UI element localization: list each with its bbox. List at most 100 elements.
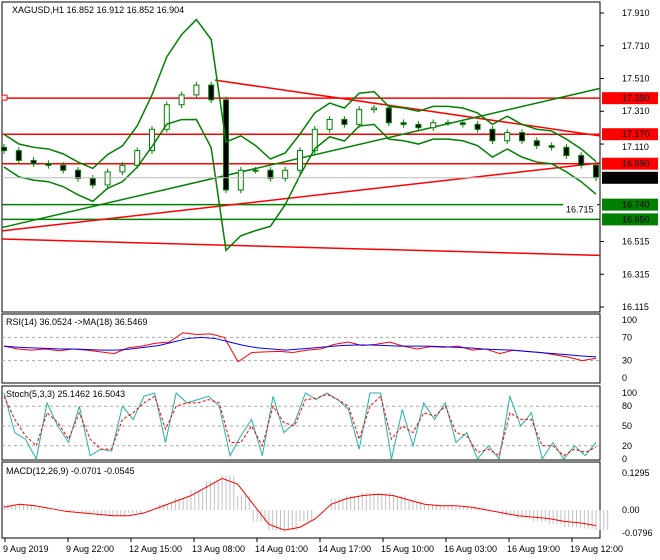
time-label: 15 Aug 10:00 <box>381 544 434 554</box>
resistance-trendline <box>214 79 601 137</box>
candle <box>578 155 585 166</box>
candle <box>459 122 466 125</box>
rsi-line <box>3 332 597 363</box>
macd-tick-label: 0.00 <box>622 505 640 515</box>
candle <box>104 171 111 186</box>
candle <box>356 109 363 125</box>
candle <box>341 118 348 125</box>
time-label: 12 Aug 15:00 <box>129 544 182 554</box>
level-label: 17.170 <box>622 129 650 139</box>
level-label: 16.740 <box>622 200 650 210</box>
candle <box>149 128 155 152</box>
bollinger-lower <box>3 118 597 252</box>
price-tick-label: 17.110 <box>622 142 649 152</box>
candle <box>30 159 37 165</box>
rsi-ma-line <box>3 336 597 358</box>
last-price-label: 16.904 <box>622 173 650 183</box>
time-label: 16 Aug 03:00 <box>444 544 497 554</box>
candle <box>60 164 67 171</box>
last-price-badge <box>602 171 658 184</box>
candle <box>75 169 81 179</box>
candle <box>193 84 200 96</box>
rsi-tick-label: 0 <box>622 373 627 383</box>
hidden-price-label: 16.715 <box>566 205 594 215</box>
level-label: 17.390 <box>622 93 650 103</box>
candle <box>400 122 407 125</box>
time-label: 14 Aug 17:00 <box>318 544 371 554</box>
candle <box>252 169 259 172</box>
stoch-tick-label: 50 <box>622 421 632 431</box>
price-tick-label: 17.310 <box>622 106 650 116</box>
panel-frame-3 <box>1 461 601 539</box>
candle <box>593 164 599 179</box>
ohlc-values: 16.852 16.912 16.852 16.904 <box>67 5 185 15</box>
rsi-tick-label: 30 <box>622 356 632 366</box>
time-label: 14 Aug 01:00 <box>255 544 308 554</box>
macd-label: MACD(12,26,9) -0.0701 -0.0545 <box>6 466 135 476</box>
candle <box>563 146 570 157</box>
price-tick-label: 17.710 <box>622 41 650 51</box>
candle <box>445 122 451 125</box>
candle <box>119 164 126 173</box>
level-badge <box>602 128 658 141</box>
candle <box>297 150 303 171</box>
stoch-signal-line <box>3 393 597 457</box>
candle <box>504 132 511 142</box>
stoch-tick-label: 20 <box>622 441 632 451</box>
price-tick-label: 16.515 <box>622 237 650 247</box>
candle <box>371 107 377 111</box>
macd-tick-label: -0.0796 <box>622 528 653 538</box>
time-label: 9 Aug 2019 <box>3 544 49 554</box>
rsi-label: RSI(14) 36.0524 ->MA(18) 36.5469 <box>6 317 147 327</box>
candle <box>533 140 540 147</box>
candle <box>415 123 422 129</box>
time-label: 19 Aug 12:00 <box>570 544 623 554</box>
candle <box>223 99 229 191</box>
price-tick-label: 16.315 <box>622 269 650 279</box>
candle <box>163 104 170 130</box>
hidden-price-label-bg <box>563 203 597 215</box>
rsi-tick-label: 100 <box>622 315 637 325</box>
candle <box>282 169 289 179</box>
level-badge <box>602 198 658 211</box>
price-tick-label: 16.115 <box>622 302 649 312</box>
time-label: 16 Aug 19:00 <box>507 544 560 554</box>
support-trendline <box>1 238 601 257</box>
candle <box>237 169 244 191</box>
candle <box>430 122 437 129</box>
panel-frame-1 <box>1 313 601 384</box>
candle <box>1 146 7 152</box>
candle <box>45 163 52 166</box>
rsi-tick-label: 70 <box>622 332 632 342</box>
stoch-tick-label: 100 <box>622 388 637 398</box>
level-handle <box>1 94 8 101</box>
macd-tick-label: 0.1295 <box>622 468 650 478</box>
time-label: 9 Aug 22:00 <box>66 544 114 554</box>
candle <box>385 107 392 124</box>
time-label: 13 Aug 08:00 <box>192 544 245 554</box>
candle <box>326 118 333 130</box>
price-tick-label: 17.910 <box>622 8 650 18</box>
candle <box>548 145 555 148</box>
panel-frame-2 <box>1 385 601 461</box>
bollinger-upper <box>3 18 597 170</box>
symbol-name: XAGUSD,H1 <box>12 5 64 15</box>
candle <box>267 169 274 179</box>
candle <box>474 123 481 130</box>
price-tick-label: 17.510 <box>622 74 650 84</box>
candle <box>134 150 141 166</box>
candle <box>311 128 318 152</box>
candle <box>15 150 22 161</box>
level-badge <box>602 157 658 170</box>
candle <box>208 84 215 101</box>
level-badge <box>602 213 658 226</box>
stoch-label: Stoch(5,3,3) 25.1462 16.5043 <box>6 389 125 399</box>
macd-signal-line <box>3 477 597 531</box>
symbol-label: XAGUSD,H1 16.852 16.912 16.852 16.904 <box>12 5 184 15</box>
candle <box>489 128 496 142</box>
candle <box>519 132 525 142</box>
stoch-tick-label: 80 <box>622 401 632 411</box>
level-label: 16.990 <box>622 159 650 169</box>
